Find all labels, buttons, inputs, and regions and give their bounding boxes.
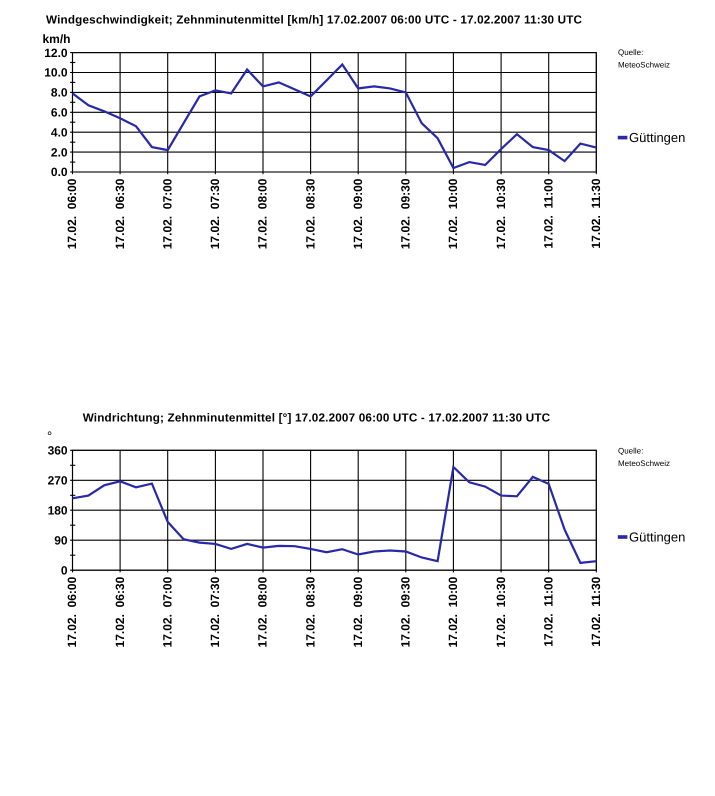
svg-text:90: 90 [54,533,68,547]
svg-text:17.02. 06:30: 17.02. 06:30 [113,178,127,249]
svg-text:8.0: 8.0 [51,86,68,100]
svg-text:17.02. 11:00: 17.02. 11:00 [541,576,555,646]
svg-text:17.02. 11:30: 17.02. 11:30 [589,178,603,248]
svg-text:Quelle:: Quelle: [618,446,643,455]
svg-text:17.02. 07:30: 17.02. 07:30 [208,178,222,249]
svg-text:270: 270 [48,474,68,488]
svg-text:Quelle:: Quelle: [618,48,643,57]
svg-text:17.02. 08:00: 17.02. 08:00 [256,178,270,249]
svg-text:17.02. 09:30: 17.02. 09:30 [399,178,413,249]
svg-text:17.02. 06:00: 17.02. 06:00 [65,576,79,647]
svg-text:17.02. 08:30: 17.02. 08:30 [303,576,317,647]
svg-text:17.02. 11:30: 17.02. 11:30 [589,576,603,646]
svg-text:Windrichtung; Zehnminutenmitte: Windrichtung; Zehnminutenmittel [°] 17.0… [83,411,551,424]
svg-text:17.02. 10:30: 17.02. 10:30 [494,576,508,647]
svg-text:17.02. 08:00: 17.02. 08:00 [256,576,270,647]
svg-text:10.0: 10.0 [44,66,68,80]
svg-text:MeteoSchweiz: MeteoSchweiz [618,459,670,468]
svg-text:360: 360 [48,444,68,458]
svg-text:Güttingen: Güttingen [629,130,685,145]
svg-text:17.02. 06:00: 17.02. 06:00 [65,178,79,249]
svg-text:17.02. 07:00: 17.02. 07:00 [160,576,174,647]
svg-text:17.02. 08:30: 17.02. 08:30 [303,178,317,249]
svg-text:17.02. 09:00: 17.02. 09:00 [351,178,365,249]
svg-text:17.02. 11:00: 17.02. 11:00 [541,178,555,248]
svg-text:0: 0 [61,563,68,577]
svg-text:Windgeschwindigkeit; Zehnminut: Windgeschwindigkeit; Zehnminutenmittel [… [46,14,583,27]
svg-text:MeteoSchweiz: MeteoSchweiz [618,61,670,70]
svg-text:17.02. 10:00: 17.02. 10:00 [446,576,460,647]
svg-text:17.02. 10:00: 17.02. 10:00 [446,178,460,249]
svg-text:12.0: 12.0 [44,46,68,60]
svg-text:17.02. 09:30: 17.02. 09:30 [399,576,413,647]
svg-text:2.0: 2.0 [51,145,68,159]
svg-text:17.02. 07:00: 17.02. 07:00 [160,178,174,249]
svg-text:17.02. 07:30: 17.02. 07:30 [208,576,222,647]
svg-text:0.0: 0.0 [51,165,68,179]
svg-text:6.0: 6.0 [51,106,68,120]
svg-text:17.02. 09:00: 17.02. 09:00 [351,576,365,647]
svg-text:17.02. 06:30: 17.02. 06:30 [113,576,127,647]
svg-text:17.02. 10:30: 17.02. 10:30 [494,178,508,249]
svg-text:km/h: km/h [43,32,71,46]
svg-text:Güttingen: Güttingen [629,529,685,544]
svg-text:180: 180 [48,504,68,518]
svg-text:°: ° [47,429,52,444]
svg-text:4.0: 4.0 [51,125,68,139]
